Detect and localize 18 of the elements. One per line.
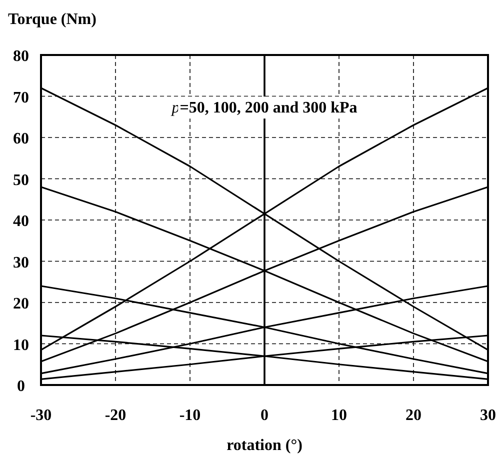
y-tick-label: 20	[13, 296, 29, 312]
y-tick-label: 40	[13, 213, 29, 230]
x-tick-label: -10	[179, 407, 201, 424]
y-tick-label: 70	[13, 89, 29, 106]
x-tick-label: 10	[331, 407, 347, 424]
y-tick-label: 80	[13, 48, 29, 65]
y-tick-label: 0	[17, 378, 25, 395]
y-tick-label: 10	[13, 336, 29, 354]
y-tick-label: 30	[13, 254, 29, 272]
x-tick-label: -20	[104, 407, 126, 424]
x-axis-title: rotation (°)	[226, 437, 302, 454]
x-tick-label: 0	[260, 407, 268, 424]
x-tick-label: 30	[480, 407, 496, 424]
y-tick-label: 50	[13, 172, 29, 189]
x-tick-label: 20	[406, 407, 422, 424]
y-axis-title: Torque (Nm)	[8, 11, 96, 28]
y-tick-label: 60	[13, 130, 29, 148]
x-tick-label: -30	[30, 407, 52, 424]
